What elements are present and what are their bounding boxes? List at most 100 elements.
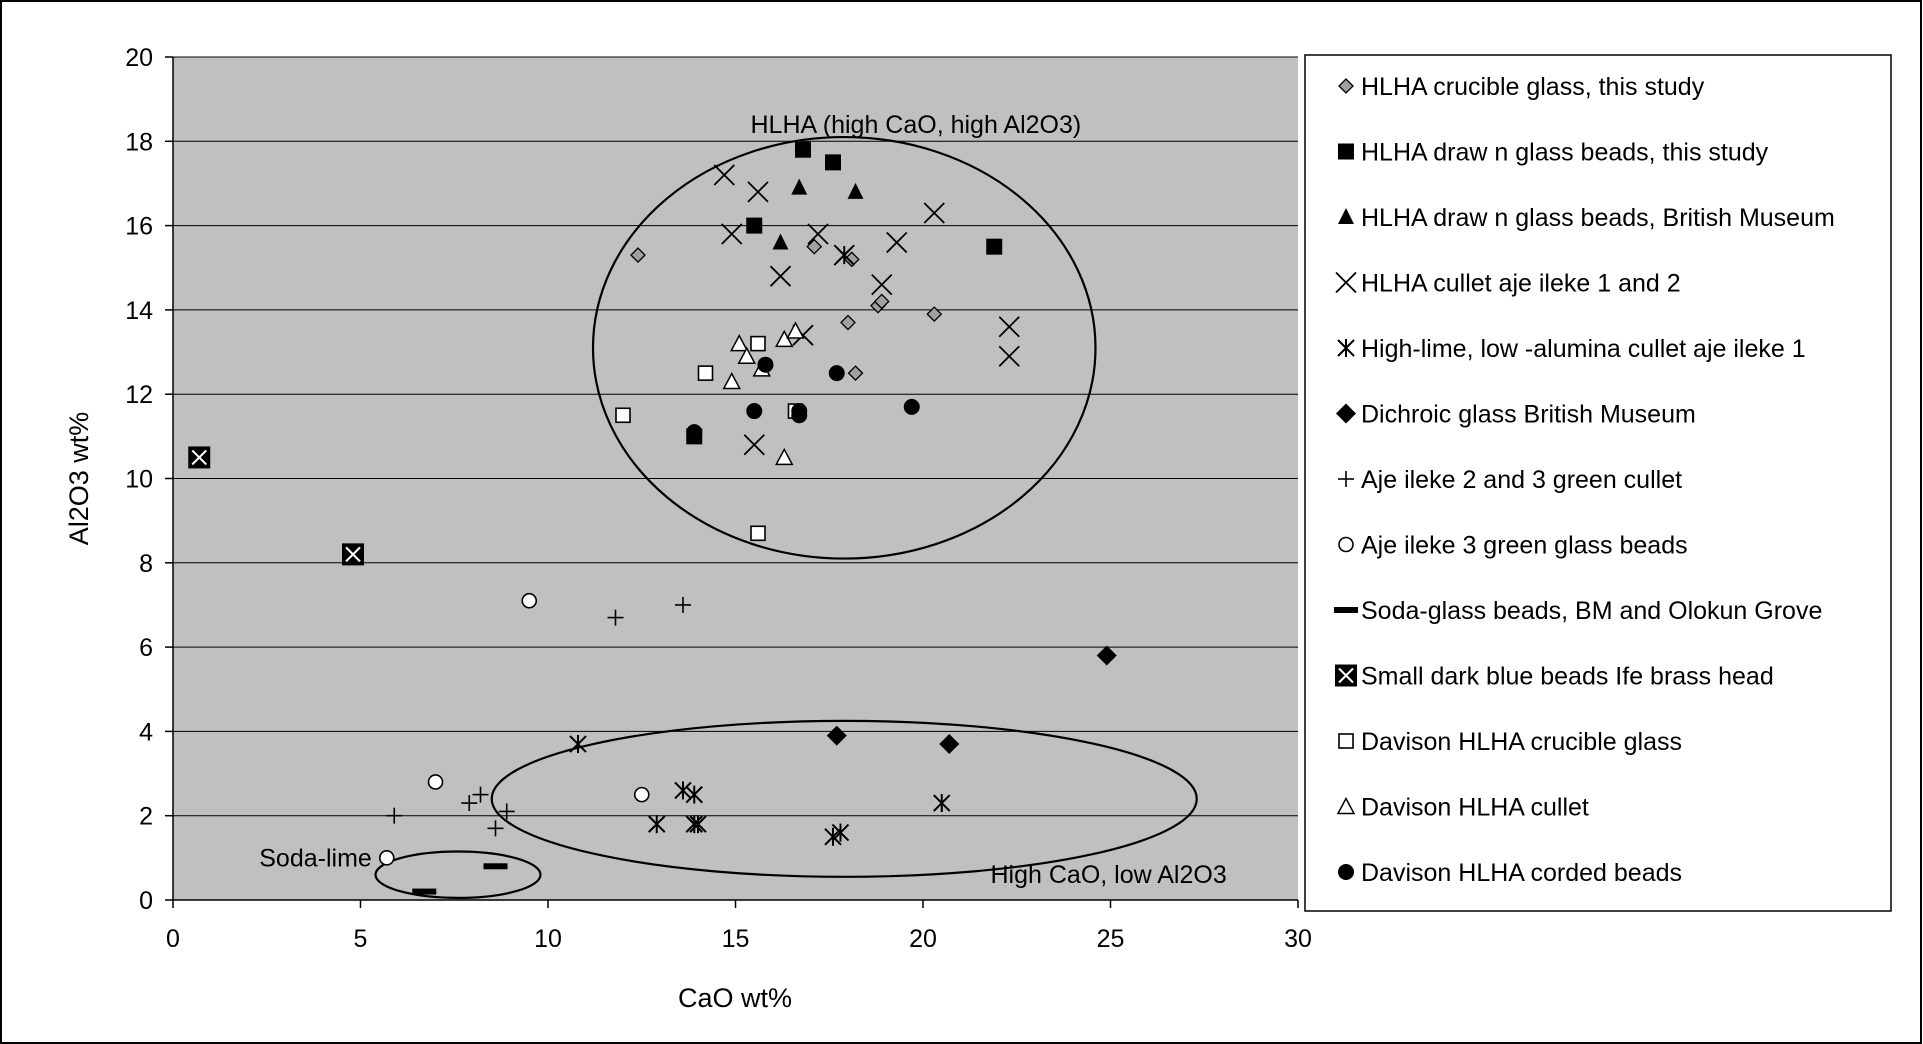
cluster-ellipse-1 [591,135,1097,560]
y-tick-label-6: 6 [139,634,153,662]
point-s9-1 [412,888,437,895]
x-tick-label-0: 0 [166,925,180,953]
point-s5-4 [685,785,703,804]
point-s1-1 [630,247,646,264]
legend-marker-5 [1337,339,1355,357]
point-s4-5 [807,223,829,245]
point-s3-1 [791,178,808,195]
point-s5-2 [569,735,587,754]
point-s13-3 [686,424,703,441]
cluster-ellipse-3 [374,850,542,899]
legend-label-5: High-lime, low -alumina cullet aje ileke… [1361,335,1806,363]
point-s12-3 [786,321,805,339]
legend-marker-1 [1338,78,1354,94]
point-s1-7 [840,314,856,331]
x-tick-label-5: 5 [354,925,368,953]
y-tick-label-0: 0 [139,887,153,915]
legend-marker-12 [1336,796,1356,815]
legend-marker-11 [1338,733,1354,749]
legend-item-4: HLHA cullet aje ileke 1 and 2 [1335,270,1681,298]
point-s5-7 [689,815,707,834]
y-tick-label-20: 20 [125,44,153,72]
point-s5-10 [933,794,951,813]
legend-marker-9 [1334,607,1358,613]
y-tick-label-10: 10 [125,466,153,494]
y-tick-label-18: 18 [125,128,153,156]
cluster-ellipse-2 [490,719,1198,878]
legend: HLHA crucible glass, this study HLHA draw… [1304,54,1892,912]
point-s2-1 [795,141,811,158]
point-s13-6 [791,407,808,424]
point-s1-5 [873,293,890,310]
point-s10-1 [188,446,211,469]
point-s4-1 [713,164,735,186]
legend-label-4: HLHA cullet aje ileke 1 and 2 [1361,270,1681,298]
legend-label-12: Davison HLHA cullet [1361,794,1589,822]
point-s12-7 [775,447,794,466]
point-s11-1 [750,335,766,352]
y-tick-label-4: 4 [139,718,153,746]
point-s2-4 [986,238,1003,255]
legend-box [1304,54,1892,912]
legend-item-13: Davison HLHA corded beads [1338,859,1682,887]
point-s2-3 [746,217,763,234]
annotation-3: High CaO, low Al2O3 [991,861,1227,889]
legend-item-12: Davison HLHA cullet [1336,794,1589,822]
legend-label-11: Davison HLHA crucible glass [1361,728,1682,756]
point-s1-8 [847,365,864,382]
point-s8-2 [427,774,444,790]
point-s4-11 [998,345,1020,367]
point-s7-3 [386,807,403,824]
point-s13-7 [903,398,920,415]
legend-marker-3 [1338,208,1354,224]
annotations: HLHA (high CaO, high Al2O3) Soda-lime High… [259,111,1226,889]
legend-marker-4 [1335,271,1357,294]
data-points [188,141,1117,895]
point-s11-3 [615,407,631,424]
legend-item-5: High-lime, low -alumina cullet aje ileke… [1337,335,1806,363]
legend-label-9: Soda-glass beads, BM and Olokun Grove [1361,597,1822,625]
x-tick-label-30: 30 [1284,925,1312,953]
point-s9-2 [483,863,508,870]
point-s4-10 [998,316,1020,338]
legend-label-6: Dichroic glass British Museum [1361,401,1696,429]
legend-item-10: Small dark blue beads Ife brass head [1335,663,1774,691]
point-s6-3 [939,734,960,755]
point-s4-13 [743,434,765,456]
point-s12-1 [730,334,749,352]
legend-item-3: HLHA draw n glass beads, British Museum [1338,204,1835,232]
point-s7-7 [487,820,504,837]
x-tick-label-25: 25 [1097,925,1125,953]
legend-marker-13 [1338,864,1354,880]
legend-item-9: Soda-glass beads, BM and Olokun Grove [1334,597,1822,625]
point-s5-6 [685,815,703,834]
legend-label-13: Davison HLHA corded beads [1361,859,1682,887]
point-s4-9 [871,273,893,296]
point-s11-2 [697,365,714,381]
point-s8-1 [521,592,538,609]
point-s3-2 [847,182,864,199]
point-s7-5 [472,786,489,803]
legend-marker-7 [1338,471,1354,487]
point-s4-4 [721,223,743,245]
axes: 0 2 4 6 8 10 12 14 16 18 20 0 5 10 15 20 25 30 [125,44,1312,953]
point-s7-1 [607,609,624,626]
point-s11-5 [750,525,766,542]
point-s12-6 [722,371,741,390]
point-s5-5 [648,815,666,834]
y-tick-label-16: 16 [125,213,153,241]
y-axis-title: Al2O3 wt% [64,412,94,546]
y-tick-label-14: 14 [125,297,153,325]
point-s5-9 [831,823,850,842]
point-s4-2 [747,181,769,203]
point-s7-2 [675,596,691,613]
annotation-2: Soda-lime [259,844,372,872]
point-s12-4 [737,346,756,365]
y-tick-label-12: 12 [125,381,153,409]
y-tick-label-8: 8 [139,550,153,578]
point-s1-2 [806,238,823,255]
legend-item-2: HLHA draw n glass beads, this study [1338,139,1769,167]
point-s3-3 [772,233,789,250]
point-s13-2 [828,365,845,382]
